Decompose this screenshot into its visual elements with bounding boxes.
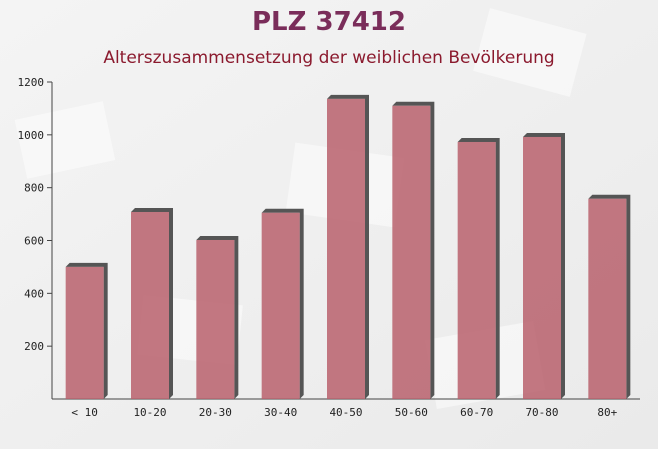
- x-tick-label: 20-30: [199, 406, 232, 419]
- chart-title: PLZ 37412: [252, 7, 406, 37]
- bar: [131, 211, 169, 399]
- x-tick-label: 60-70: [460, 406, 493, 419]
- y-tick-label: 200: [24, 340, 44, 353]
- x-tick-label: 80+: [597, 406, 617, 419]
- bar: [261, 212, 300, 399]
- x-tick-label: 30-40: [264, 406, 297, 419]
- y-tick-label: 1000: [18, 129, 45, 142]
- x-tick-label: < 10: [71, 406, 98, 419]
- y-tick-label: 1200: [18, 76, 45, 89]
- chart-subtitle: Alterszusammensetzung der weiblichen Bev…: [103, 48, 554, 68]
- bar: [196, 239, 235, 399]
- x-tick-label: 10-20: [133, 406, 166, 419]
- x-tick-label: 50-60: [395, 406, 428, 419]
- bar: [588, 198, 627, 399]
- bar: [457, 141, 496, 400]
- bar: [523, 136, 561, 400]
- x-tick-label: 40-50: [329, 406, 362, 419]
- bar: [65, 266, 104, 399]
- y-tick-label: 400: [24, 287, 44, 300]
- bar: [392, 105, 431, 400]
- bar: [327, 98, 365, 399]
- y-tick-label: 600: [24, 235, 44, 248]
- y-tick-label: 800: [24, 182, 44, 195]
- x-tick-label: 70-80: [525, 406, 558, 419]
